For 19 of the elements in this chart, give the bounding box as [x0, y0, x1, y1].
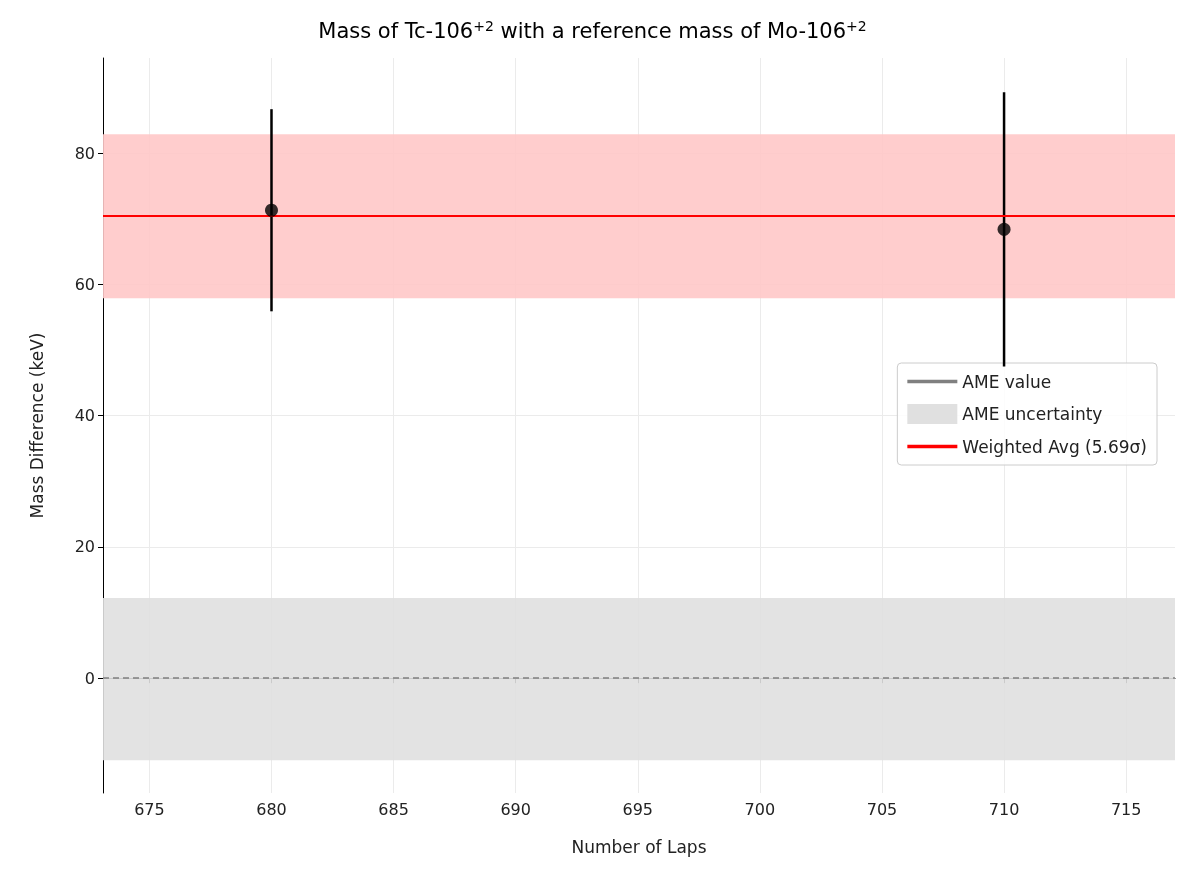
- x-tick-label: 685: [378, 799, 409, 819]
- y-tick-label: 80: [74, 143, 95, 163]
- y-tick-label: 40: [74, 406, 95, 426]
- y-axis-title: Mass Difference (keV): [26, 332, 47, 519]
- y-tick-label: 0: [84, 668, 95, 688]
- x-axis-title: Number of Laps: [571, 836, 707, 857]
- x-tick-label: 675: [134, 799, 165, 819]
- x-tick-label: 690: [500, 799, 531, 819]
- legend-label: Weighted Avg (5.69σ): [962, 436, 1148, 457]
- x-tick-label: 695: [622, 799, 654, 819]
- x-tick-label: 705: [866, 799, 898, 819]
- x-tick-label: 715: [1110, 799, 1142, 819]
- x-tick-label: 700: [744, 799, 776, 819]
- y-tick-label: 20: [74, 537, 95, 557]
- y-tick-label: 60: [74, 274, 95, 294]
- legend-label: AME value: [962, 371, 1052, 392]
- x-tick-label: 680: [256, 799, 287, 819]
- x-tick-label: 710: [988, 799, 1020, 819]
- legend-label: AME uncertainty: [962, 404, 1103, 424]
